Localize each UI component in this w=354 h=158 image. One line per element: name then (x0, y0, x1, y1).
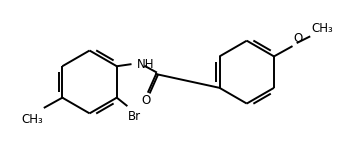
Text: CH₃: CH₃ (311, 22, 333, 35)
Text: NH: NH (136, 58, 154, 71)
Text: O: O (142, 94, 151, 107)
Text: CH₃: CH₃ (21, 113, 43, 126)
Text: O: O (293, 32, 303, 45)
Text: Br: Br (127, 110, 141, 123)
